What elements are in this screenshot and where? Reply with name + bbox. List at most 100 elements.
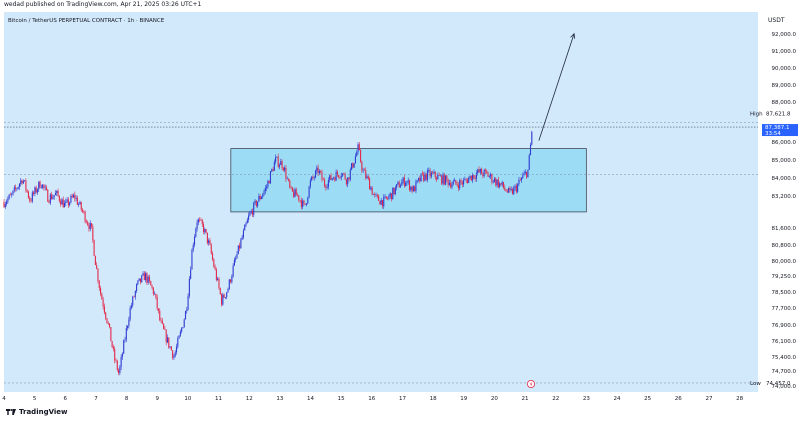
candle xyxy=(51,191,53,200)
candle xyxy=(349,167,351,182)
x-tick-label: 19 xyxy=(460,396,467,402)
candle xyxy=(250,209,252,215)
candle xyxy=(496,179,498,188)
candle xyxy=(464,176,466,181)
candle xyxy=(284,165,286,173)
x-tick-label: 24 xyxy=(614,396,621,402)
candle xyxy=(193,234,196,248)
candle xyxy=(392,187,394,200)
candle xyxy=(378,194,380,202)
candle xyxy=(497,176,499,189)
candle xyxy=(199,217,201,223)
candle xyxy=(232,263,234,278)
candle xyxy=(228,278,230,291)
candle xyxy=(425,173,427,182)
y-tick-label: 76,100.0 xyxy=(772,339,797,345)
candle xyxy=(30,198,32,203)
candle xyxy=(468,176,470,183)
range-box[interactable] xyxy=(230,148,587,213)
candle xyxy=(174,350,176,358)
candle xyxy=(455,180,457,186)
candle xyxy=(121,352,123,360)
candle xyxy=(470,175,472,182)
candle xyxy=(272,166,274,172)
candle xyxy=(331,177,333,181)
candle xyxy=(79,200,81,205)
candle xyxy=(182,326,184,329)
candle xyxy=(210,243,212,255)
high-value: 87,621.8 xyxy=(766,111,791,117)
candle xyxy=(177,336,179,349)
candle xyxy=(130,302,132,310)
candle xyxy=(245,221,247,228)
y-tick-label: 85,000.0 xyxy=(772,158,797,164)
candle xyxy=(433,169,435,174)
x-tick-label: 18 xyxy=(430,396,437,402)
candle xyxy=(254,199,256,205)
price-axis-background[interactable] xyxy=(758,12,800,392)
tradingview-brand-text: TradingView xyxy=(19,408,68,416)
candle xyxy=(268,180,270,184)
candle xyxy=(241,234,243,241)
candle xyxy=(226,292,228,300)
candle xyxy=(87,220,89,227)
candle xyxy=(60,198,62,207)
candle xyxy=(308,185,310,199)
candle xyxy=(508,187,510,194)
candle xyxy=(179,329,181,337)
candle xyxy=(165,329,167,346)
candle xyxy=(47,189,49,202)
candle xyxy=(231,274,233,284)
candle xyxy=(406,180,408,186)
candle xyxy=(146,272,148,286)
candle xyxy=(63,200,66,208)
candle xyxy=(118,368,120,376)
candle xyxy=(410,186,412,192)
candle xyxy=(403,174,405,188)
candle xyxy=(110,327,112,342)
y-tick-label: 77,700.0 xyxy=(772,306,797,312)
candle xyxy=(311,176,313,182)
candle xyxy=(205,228,207,234)
candle xyxy=(434,171,436,181)
candle xyxy=(249,210,251,217)
candle xyxy=(482,172,484,179)
candle xyxy=(119,364,121,376)
time-axis-background[interactable] xyxy=(0,392,800,406)
candle xyxy=(209,237,211,246)
candle xyxy=(80,201,82,212)
candle xyxy=(428,167,430,173)
candle xyxy=(321,169,323,182)
candle xyxy=(381,199,384,209)
candle xyxy=(493,176,496,183)
candle xyxy=(351,163,353,171)
candle xyxy=(183,318,185,328)
candle xyxy=(417,177,420,182)
candle xyxy=(515,183,517,194)
candle xyxy=(227,287,229,293)
candle xyxy=(61,197,63,205)
candle xyxy=(463,177,465,187)
candle xyxy=(348,177,350,182)
candle xyxy=(397,180,399,186)
candle xyxy=(504,184,506,191)
candle xyxy=(139,278,142,285)
lightning-icon[interactable] xyxy=(527,379,536,388)
candle xyxy=(188,275,190,299)
x-tick-label: 25 xyxy=(644,396,651,402)
candle xyxy=(304,203,306,206)
candle xyxy=(333,176,335,180)
x-tick-label: 17 xyxy=(399,396,406,402)
candle xyxy=(218,276,220,291)
candle xyxy=(138,278,140,281)
candle xyxy=(323,177,326,188)
candle xyxy=(67,197,69,209)
candle xyxy=(424,171,426,182)
candle xyxy=(442,172,444,186)
candle xyxy=(29,196,31,203)
projection-arrow[interactable] xyxy=(538,32,576,141)
candle xyxy=(99,285,102,297)
candle xyxy=(367,175,369,181)
candle xyxy=(208,238,210,246)
